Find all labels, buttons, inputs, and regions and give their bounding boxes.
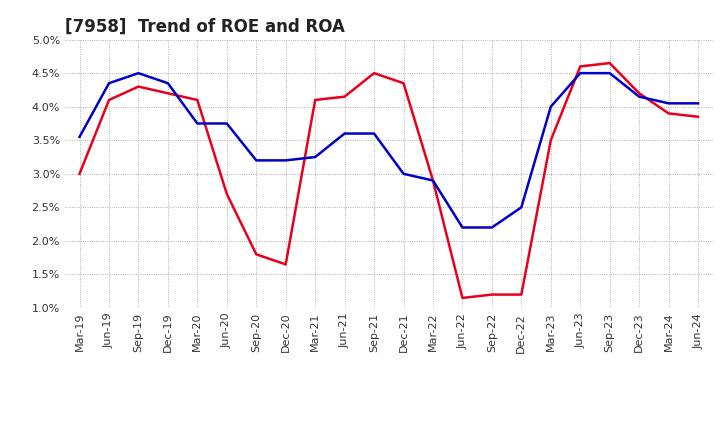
ROA	[428, 178, 437, 183]
ROE	[487, 292, 496, 297]
ROE	[193, 97, 202, 103]
ROE	[665, 111, 673, 116]
ROE	[222, 191, 231, 197]
ROE	[163, 91, 172, 96]
ROE	[134, 84, 143, 89]
ROE	[428, 178, 437, 183]
ROE	[282, 262, 290, 267]
ROE	[370, 70, 379, 76]
ROA	[311, 154, 320, 160]
ROE	[606, 60, 614, 66]
ROE	[252, 252, 261, 257]
ROA	[163, 81, 172, 86]
ROA	[517, 205, 526, 210]
ROA	[694, 101, 703, 106]
ROA	[399, 171, 408, 176]
ROE	[341, 94, 349, 99]
ROA	[635, 94, 644, 99]
ROA	[104, 81, 113, 86]
ROE	[399, 81, 408, 86]
ROA	[222, 121, 231, 126]
ROA	[193, 121, 202, 126]
ROA	[252, 158, 261, 163]
ROE	[517, 292, 526, 297]
ROA	[341, 131, 349, 136]
ROE	[311, 97, 320, 103]
ROA	[606, 70, 614, 76]
Line: ROA: ROA	[79, 73, 698, 227]
ROE	[576, 64, 585, 69]
ROE	[104, 97, 113, 103]
ROE	[635, 91, 644, 96]
Text: [7958]  Trend of ROE and ROA: [7958] Trend of ROE and ROA	[65, 17, 345, 35]
ROA	[370, 131, 379, 136]
ROA	[546, 104, 555, 109]
ROE	[75, 171, 84, 176]
ROE	[694, 114, 703, 119]
Line: ROE: ROE	[79, 63, 698, 298]
ROA	[487, 225, 496, 230]
ROE	[546, 138, 555, 143]
ROA	[75, 134, 84, 139]
ROE	[458, 295, 467, 301]
ROA	[282, 158, 290, 163]
ROA	[458, 225, 467, 230]
ROA	[576, 70, 585, 76]
ROA	[134, 70, 143, 76]
ROA	[665, 101, 673, 106]
